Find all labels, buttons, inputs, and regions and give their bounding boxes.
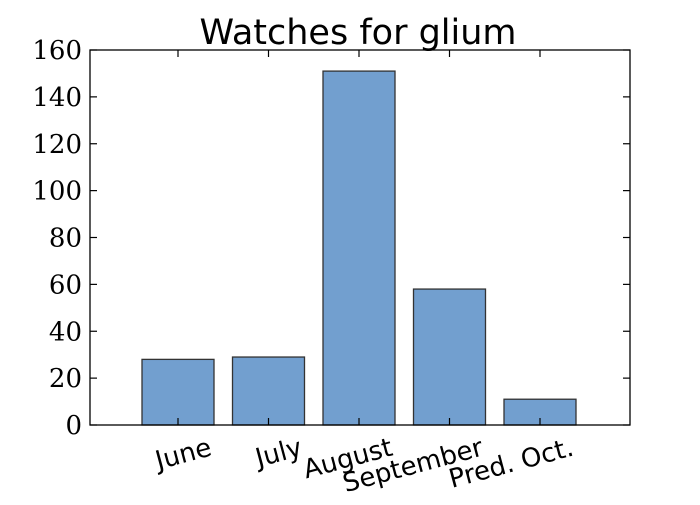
- bar-june: [141, 358, 215, 426]
- chart-title: Watches for glium: [199, 13, 516, 53]
- ytick-label: 120: [32, 130, 82, 160]
- bar-september: [412, 288, 487, 426]
- ytick-label: 60: [49, 270, 82, 300]
- ytick-label: 80: [49, 224, 82, 254]
- xtick-label: July: [250, 433, 305, 475]
- ytick-label: 160: [32, 36, 82, 66]
- ytick-label: 100: [32, 177, 82, 207]
- ytick-label: 0: [65, 411, 82, 441]
- ytick-label: 140: [32, 83, 82, 113]
- ytick-label: 20: [49, 364, 82, 394]
- ytick-label: 40: [49, 317, 82, 347]
- bar-august: [322, 70, 396, 426]
- xtick-label: June: [150, 433, 214, 477]
- bar-july: [231, 356, 306, 426]
